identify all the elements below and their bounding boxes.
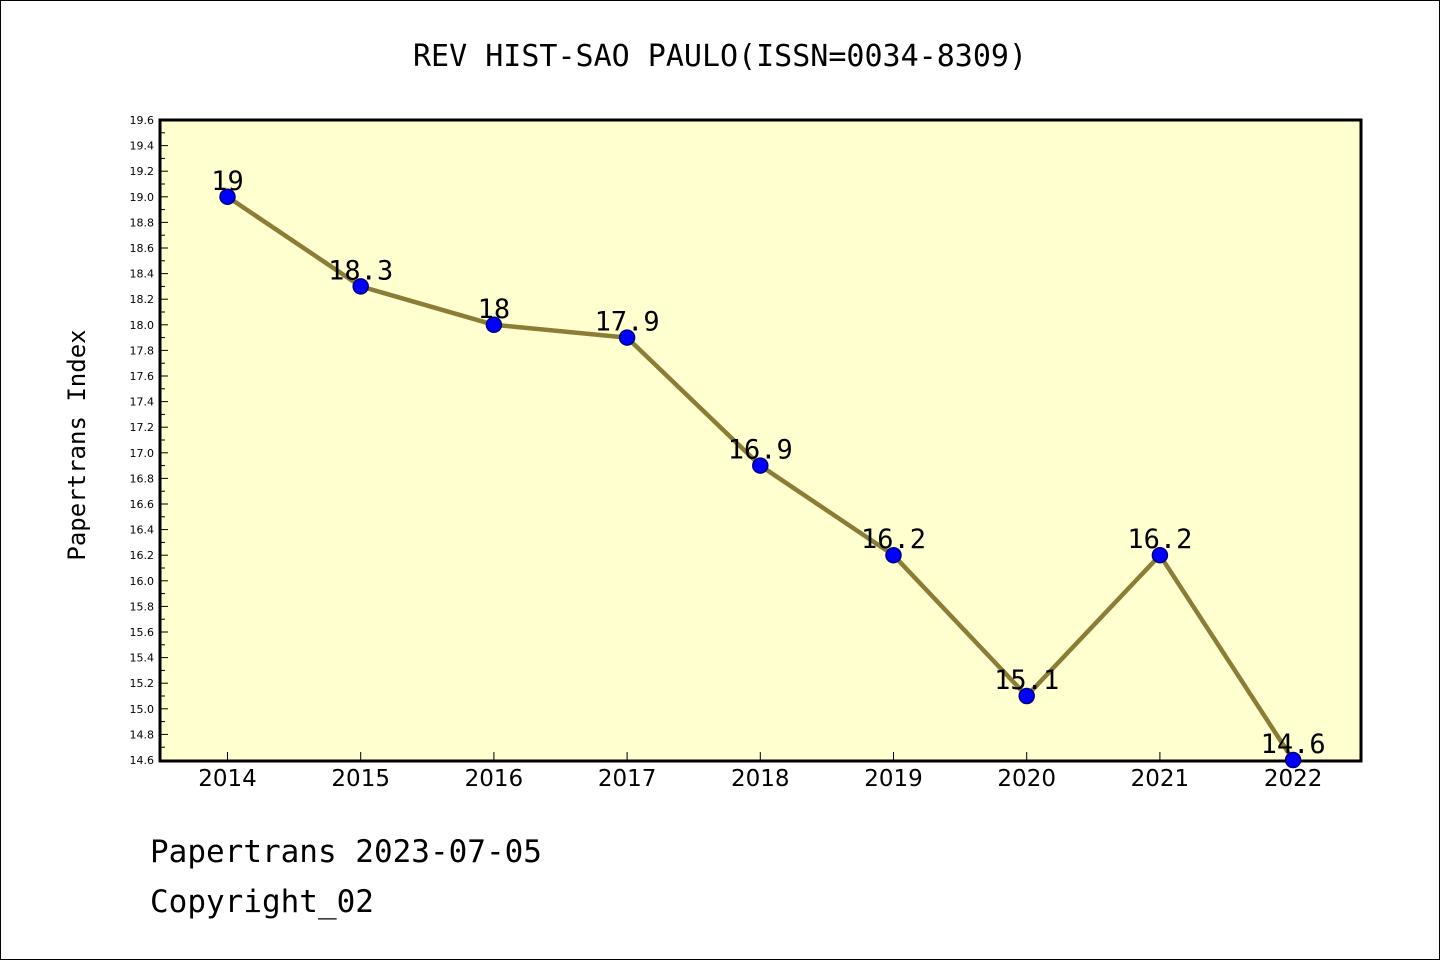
x-tick-label: 2022: [1264, 766, 1323, 792]
x-tick-label: 2015: [331, 766, 390, 792]
data-label: 16.9: [728, 435, 793, 466]
data-label: 19: [211, 166, 244, 197]
y-tick-label: 18.0: [130, 319, 155, 332]
data-label: 15.1: [994, 665, 1059, 696]
data-point: [618, 329, 636, 346]
y-tick-label: 17.2: [130, 421, 155, 434]
y-tick-label: 16.6: [130, 498, 155, 511]
data-label: 16.2: [861, 524, 926, 555]
y-tick-label: 17.8: [130, 344, 155, 357]
data-label: 18.3: [328, 255, 393, 286]
y-tick-label: 18.8: [130, 216, 155, 229]
y-tick-label: 15.4: [130, 652, 155, 665]
y-tick-label: 16.4: [130, 524, 155, 537]
y-tick-label: 14.6: [130, 754, 155, 767]
data-point: [1151, 546, 1169, 564]
y-tick-label: 15.8: [130, 600, 155, 613]
footer-copyright: Copyright_02: [150, 884, 374, 920]
x-tick-label: 2016: [465, 766, 524, 792]
x-tick-label: 2017: [598, 766, 657, 792]
x-tick-label: 2018: [731, 766, 790, 792]
y-tick-label: 16.0: [130, 575, 155, 588]
data-label: 18: [478, 294, 511, 325]
data-point: [885, 546, 902, 564]
y-tick-label: 15.2: [130, 677, 155, 690]
x-axis: 2014 2015 2016 2017 2018 2019 2020 2021 2022: [198, 752, 1322, 792]
y-tick-label: 19.6: [130, 114, 155, 127]
data-point: [485, 316, 503, 334]
data-point: [752, 457, 769, 474]
y-tick-label: 15.6: [130, 626, 155, 639]
data-point: [352, 278, 369, 295]
y-tick-label: 16.8: [130, 472, 155, 485]
y-tick-label: 19.4: [130, 140, 155, 153]
y-tick-label: 16.2: [130, 549, 155, 562]
y-tick-label: 18.6: [130, 242, 155, 255]
y-tick-label: 18.4: [130, 268, 155, 281]
series-layer: 19 18.3 18 17.9 16.9 16.2 15.1 16.2 14.6: [211, 166, 1326, 769]
y-tick-label: 17.6: [130, 370, 155, 383]
x-tick-label: 2021: [1131, 766, 1190, 792]
plot-area: [158, 118, 1363, 763]
y-axis-label: Papertrans Index: [63, 329, 91, 560]
y-tick-label: 15.0: [130, 703, 155, 716]
data-label: 17.9: [595, 307, 660, 338]
x-tick-label: 2020: [997, 766, 1056, 792]
y-tick-label: 18.2: [130, 293, 155, 306]
data-label: 16.2: [1127, 524, 1192, 555]
y-tick-label: 17.0: [130, 447, 155, 460]
x-tick-label: 2019: [864, 766, 923, 792]
data-point: [219, 188, 236, 206]
y-tick-label: 19.0: [130, 191, 155, 204]
data-point: [1018, 687, 1035, 705]
y-tick-label: 19.2: [130, 165, 155, 178]
footer-date-line: Papertrans 2023-07-05: [150, 834, 542, 870]
x-tick-label: 2014: [198, 766, 257, 792]
y-tick-label: 14.8: [130, 728, 155, 741]
chart-title: REV HIST-SAO PAULO(ISSN=0034-8309): [413, 39, 1027, 74]
data-point: [1284, 751, 1302, 769]
data-label: 14.6: [1261, 729, 1326, 760]
y-tick-label: 17.4: [130, 396, 155, 409]
y-axis: 14.6 14.8 15.0 15.2 15.4 15.6 15.8 16.0 16.2 16.4…: [130, 114, 168, 767]
